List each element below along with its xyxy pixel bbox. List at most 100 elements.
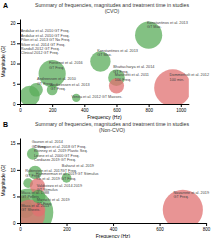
- annotation-line: Yin et al. 2019 GT Freq.: [36, 177, 76, 181]
- annotation: Mizrachi et al. 2019GT Freq.: [37, 198, 70, 206]
- tick: 600: [113, 104, 121, 113]
- x-axis-title: Frequency (Hz): [96, 233, 131, 238]
- tick-mark: [17, 64, 20, 65]
- tick: 10: [10, 168, 20, 173]
- tick-label: 15: [10, 41, 16, 46]
- tick: 800: [145, 104, 153, 113]
- annotation-line: Randall-2012 GT Freq.: [21, 47, 60, 51]
- panel-label: A: [3, 2, 8, 9]
- annotation-line: Andaluz et al. 2010 GT Freq.: [21, 34, 70, 38]
- tick-label: 600: [113, 108, 121, 113]
- annotation: Venita et al. 2012 GT Masses.: [71, 95, 122, 99]
- tick: 0: [13, 102, 20, 107]
- annotation: Konstantinos et al. 2013GT Max.: [97, 49, 138, 57]
- tick-label: 800: [145, 108, 153, 113]
- bubble: [135, 22, 162, 49]
- tick-label: 400: [81, 108, 89, 113]
- annotation-line: GT Max.: [97, 53, 112, 57]
- tick-mark: [17, 43, 20, 44]
- x-axis: 0200400600800: [19, 223, 211, 232]
- annotation: Marchetti et al. 2011100 Freq.: [115, 73, 149, 81]
- y-axis: 0 5 10 15: [10, 139, 20, 226]
- annotation: Andaluz et al. 2010 GT Freq.Andaluz et a…: [21, 29, 70, 55]
- tick-label: 0: [13, 102, 16, 107]
- panel: Summary of frequencies, magnitudes and t…: [0, 121, 211, 238]
- annotation-line: Champion et al. 2018 GT Freq.: [34, 145, 86, 149]
- tick: 800: [203, 223, 211, 232]
- annotation-line: Pilon et al. 2013 GT No Freq.: [21, 38, 70, 42]
- tick-label: 10: [10, 61, 16, 66]
- tick: 400: [81, 104, 89, 113]
- tick: 0: [19, 104, 22, 113]
- annotation-line: Andreessen et al. 2010: [37, 77, 76, 81]
- annotation-line: Venita et al. 2012 GT Masses.: [71, 95, 122, 99]
- tick-mark: [160, 223, 161, 226]
- panel: Summary of frequencies, magnitudes and t…: [0, 2, 209, 120]
- tick-label: 0: [13, 221, 16, 226]
- tick-mark: [181, 104, 182, 107]
- title: Summary of frequencies, magnitudes and t…: [35, 2, 189, 14]
- annotation-line: Mizrachi et al. 2019: [37, 198, 70, 202]
- plot-area: 0 200 400 600 800 1000 0 5 10 15 20 Frequency (Hz) M…: [0, 20, 209, 121]
- annotation-line: GT Freq.: [174, 195, 189, 199]
- tick-mark: [116, 104, 117, 107]
- tick-label: 1000: [176, 108, 187, 113]
- annotation: Valdiviezo et al. 2014 2019GT Stimulus: [37, 184, 82, 192]
- annotation: Fontenot et al. 2016GT Freq.: [49, 61, 83, 69]
- annotation-line: GT Freq.: [62, 169, 77, 173]
- x-axis-title: Frequency (Hz): [87, 114, 122, 120]
- annotation-line: Khinney et al. 2019 Plastic Seq.: [34, 149, 88, 153]
- bubble: [20, 188, 53, 223]
- annotation-line: GT Freq.: [51, 87, 66, 91]
- annotation-line: Leone et al. 2000 GT Freq.: [34, 154, 80, 158]
- tick: 0: [19, 223, 22, 232]
- tick: 20: [10, 21, 20, 26]
- tick-mark: [84, 104, 85, 107]
- annotation-line: GT Freq.: [37, 202, 52, 206]
- tick-mark: [17, 223, 20, 224]
- annotation-line: Navarrete et al. 2019: [174, 191, 209, 195]
- tick-mark: [206, 223, 207, 226]
- title-line: (Non-CVO): [99, 127, 125, 133]
- tick-label: 200: [49, 108, 57, 113]
- tick: 0: [13, 221, 20, 226]
- tick-mark: [149, 104, 150, 107]
- tick-label: 5: [13, 82, 16, 87]
- annotation-line: Cordazzo 2019 GT Freq.: [34, 158, 76, 162]
- annotation-line: Silver et al. 2014 GT Freq.: [21, 43, 65, 47]
- annotation-line: GT Sheets.: [21, 208, 40, 212]
- tick-label: 800: [203, 227, 211, 232]
- annotation-line: Valdiviezo et al. 2014 2019: [37, 184, 82, 188]
- tick: 10: [10, 61, 20, 66]
- tick-label: 5: [13, 194, 16, 199]
- tick: 15: [10, 41, 20, 46]
- title-line: (CVO): [105, 8, 120, 14]
- annotation-line: Marchetti et al. 2011: [115, 73, 149, 77]
- annotation: Navarrete et al. 2019GT Freq.: [174, 191, 209, 199]
- annotations: Andaluz et al. 2010 GT Freq.Andaluz et a…: [21, 21, 209, 99]
- annotation-line: Baharut et al. 2019: [62, 164, 94, 168]
- tick-label: 20: [10, 21, 16, 26]
- annotation-line: Fontenot et al. 2016: [49, 61, 83, 65]
- tick: 5: [13, 82, 20, 87]
- annotation-line: Andreessen et al. 2013: [51, 83, 90, 87]
- tick: 400: [110, 223, 118, 232]
- annotation-line: 100 Freq.: [115, 78, 131, 82]
- tick-label: 600: [156, 227, 164, 232]
- bubbles: [20, 148, 203, 223]
- tick-label: 15: [10, 141, 16, 146]
- annotation-line: Dommerholt et al. 2012: [170, 73, 209, 77]
- y-axis-title: Magnitude (G): [0, 45, 6, 77]
- tick-mark: [17, 196, 20, 197]
- axis-line: [21, 104, 190, 105]
- tick: 200: [49, 104, 57, 113]
- annotation-line: Gavron et al. 2014: [32, 140, 63, 144]
- annotations: Maca et al. 1988GT PelletsMaca et al. 20…: [21, 140, 209, 212]
- tick: 15: [10, 141, 20, 146]
- title: Summary of frequencies, magnitudes and t…: [35, 121, 189, 133]
- annotation: Dommerholt et al. 2012100 min.: [170, 73, 209, 81]
- annotation: Champion et al. 2018 GT Freq.Khinney et …: [34, 145, 88, 162]
- annotation-line: Clinical 2012 GT Freq.: [21, 51, 59, 55]
- annotation-line: GT Stimulus: [37, 188, 58, 192]
- tick: 5: [13, 194, 20, 199]
